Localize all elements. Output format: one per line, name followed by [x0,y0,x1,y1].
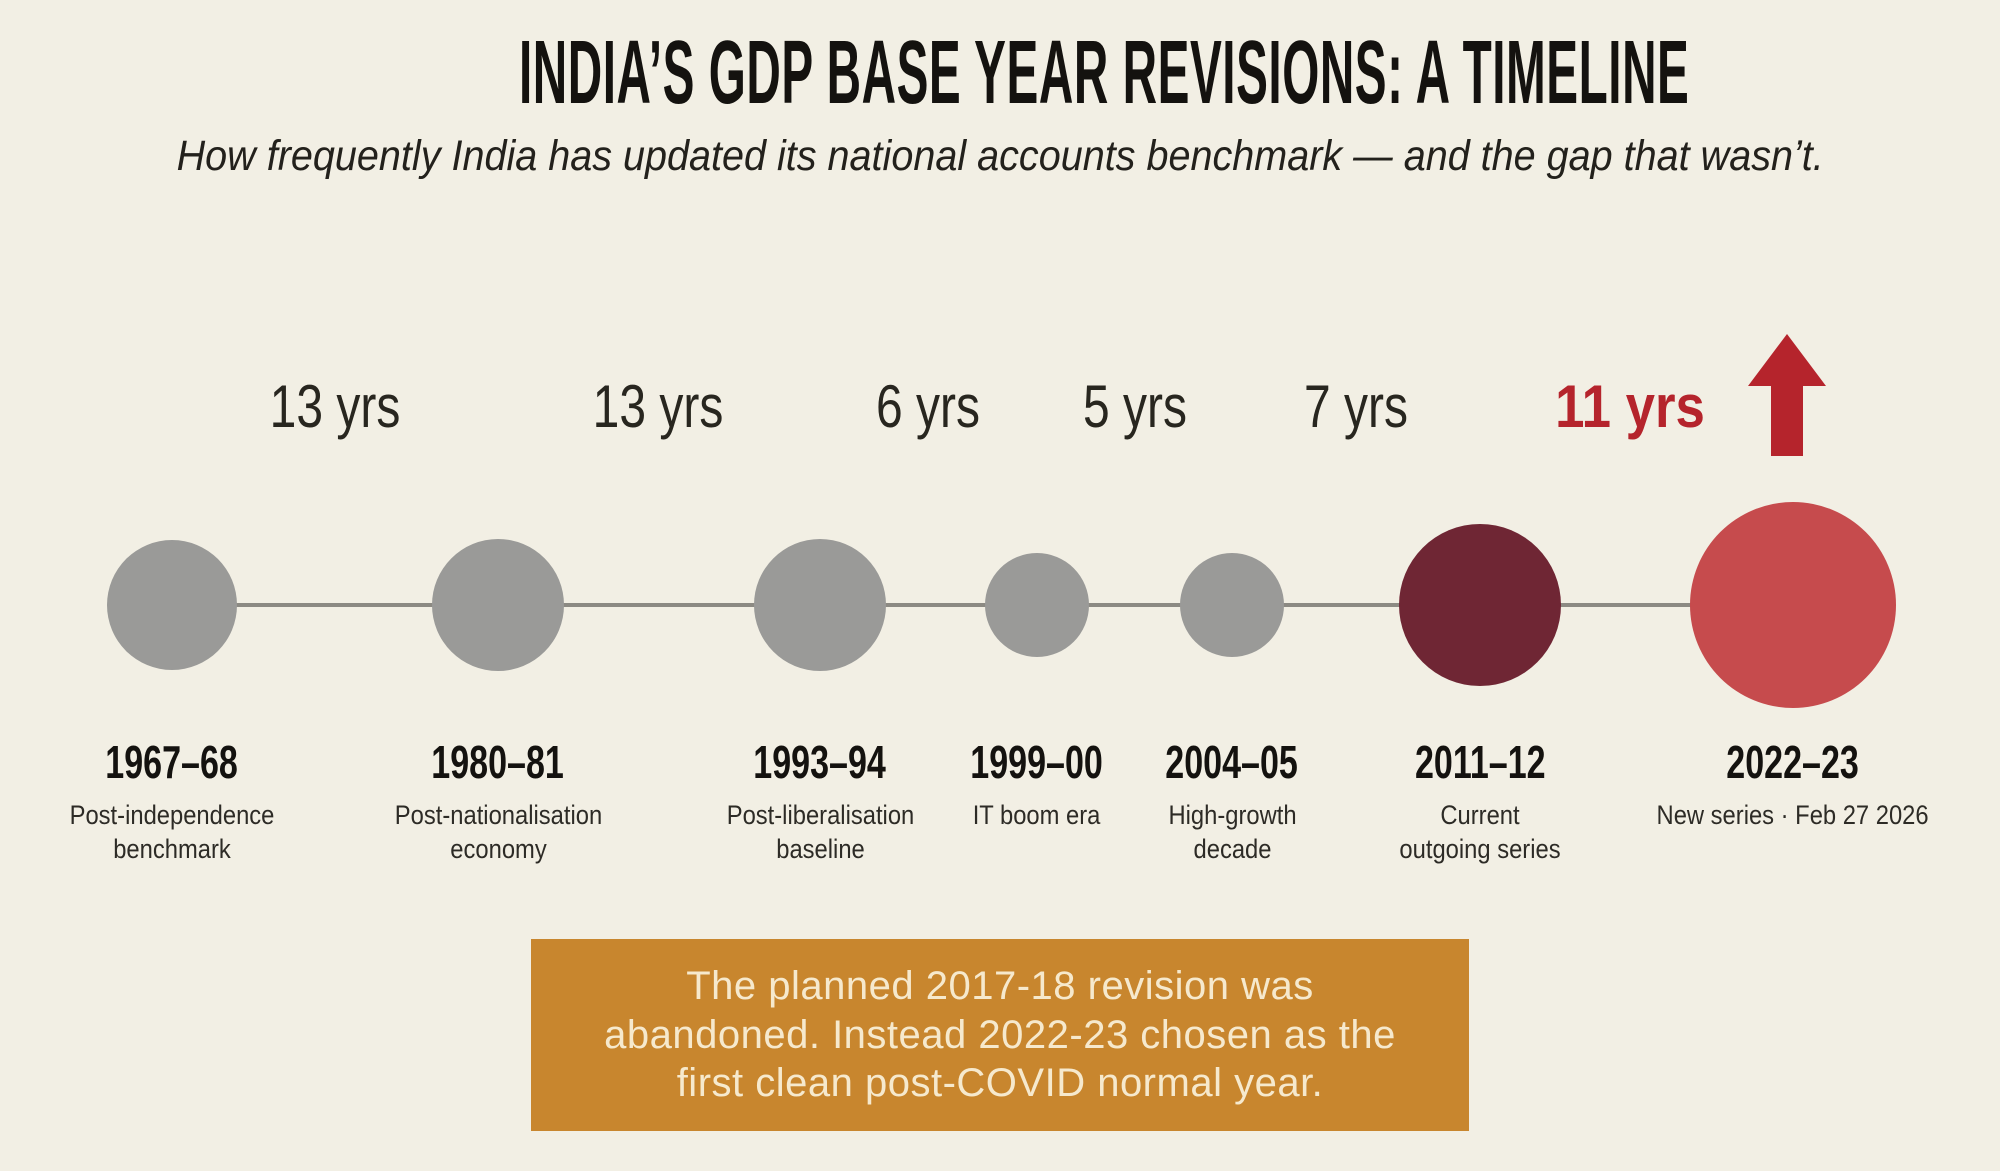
gap-label-2: 13 yrs [592,373,724,440]
callout-text-line: The planned 2017-18 revision was [686,963,1314,1008]
year-label: 1967–68 [105,736,239,788]
gap-label-4: 5 yrs [1082,373,1188,440]
node-description: New series · Feb 27 2026 [1656,800,1930,830]
node-label-1993-94: 1993–94 Post-liberalisation baseline [660,735,980,867]
page-title-text: INDIA’S GDP BASE YEAR REVISIONS: A TIMEL… [518,23,1690,123]
timeline-node-2011-12 [1399,524,1561,686]
timeline-node-1967-68 [107,540,237,670]
year-label: 1980–81 [431,736,565,788]
page-title: INDIA’S GDP BASE YEAR REVISIONS: A TIMEL… [0,22,2000,125]
node-description: Post-nationalisation economy [394,800,602,864]
gap-label-6-highlighted: 11 yrs [1555,373,1705,440]
year-label: 1993–94 [753,736,887,788]
year-label: 1999–00 [970,736,1104,788]
page-subtitle-text: How frequently India has updated its nat… [176,132,1824,180]
page-subtitle: How frequently India has updated its nat… [0,132,2000,181]
year-label: 2022–23 [1726,736,1860,788]
year-label: 2004–05 [1165,736,1299,788]
up-arrow-icon [1748,334,1826,456]
gap-label-3: 6 yrs [875,373,981,440]
node-description: Post-liberalisation baseline [726,800,914,864]
callout-text-line: abandoned. Instead 2022-23 chosen as the [604,1012,1396,1057]
timeline-node-1999-00 [985,553,1089,657]
node-label-1999-00: 1999–00 IT boom era [877,735,1197,833]
timeline-node-1993-94 [754,539,886,671]
timeline-node-2004-05 [1180,553,1284,657]
callout-text-line: first clean post-COVID normal year. [676,1061,1324,1106]
gap-label-5: 7 yrs [1303,373,1409,440]
node-description: High-growth decade [1167,800,1297,864]
timeline-node-1980-81 [432,539,564,671]
node-label-2022-23: 2022–23 New series · Feb 27 2026 [1633,735,1953,833]
gap-label-1: 13 yrs [269,373,401,440]
node-description: IT boom era [973,800,1101,830]
node-label-2004-05: 2004–05 High-growth decade [1072,735,1392,867]
node-label-1980-81: 1980–81 Post-nationalisation economy [338,735,658,867]
callout-box: The planned 2017-18 revision was abandon… [531,939,1469,1131]
node-label-1967-68: 1967–68 Post-independence benchmark [12,735,332,867]
timeline-node-2022-23 [1690,502,1896,708]
node-label-2011-12: 2011–12 Current outgoing series [1320,735,1640,867]
node-description: Current outgoing series [1399,800,1561,864]
node-description: Post-independence benchmark [69,800,275,864]
year-label: 2011–12 [1414,736,1546,788]
